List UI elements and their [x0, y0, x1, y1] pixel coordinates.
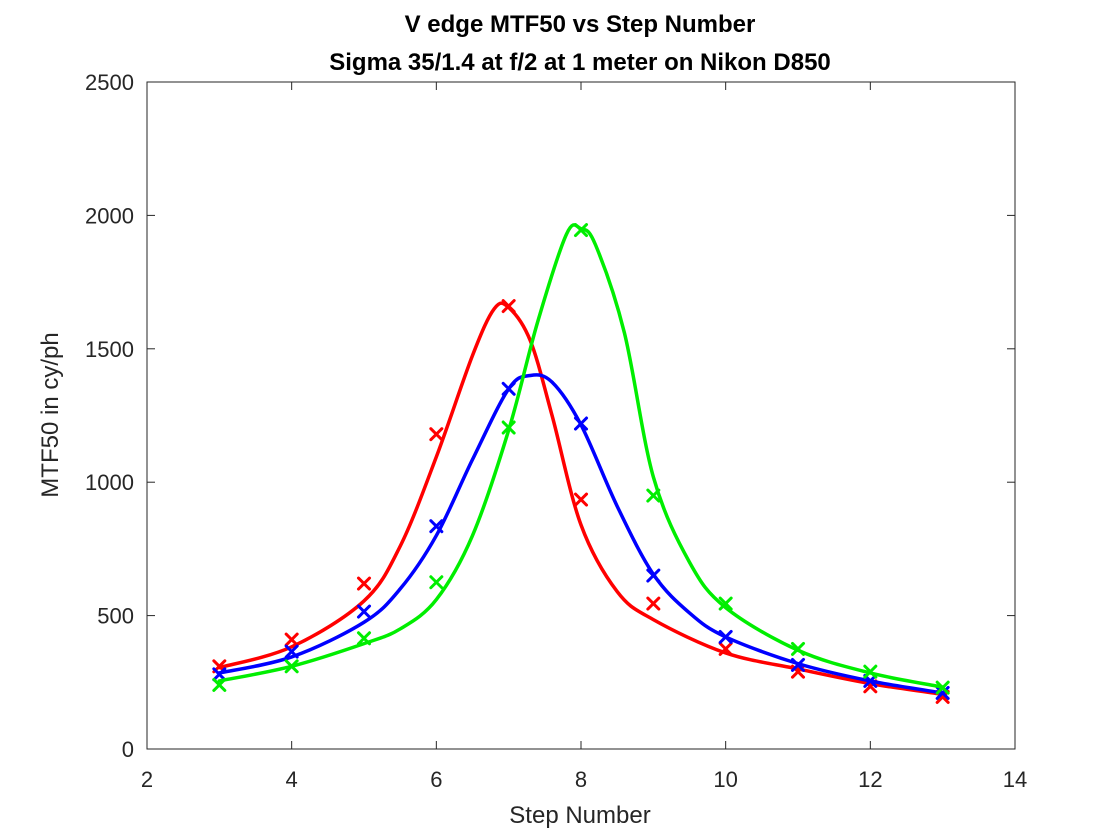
data-point-marker [863, 664, 878, 679]
y-tick-label: 0 [122, 737, 134, 762]
chart-title: V edge MTF50 vs Step Number [405, 11, 756, 38]
data-point-marker [284, 632, 299, 647]
y-tick-label: 1500 [85, 337, 134, 362]
x-axis: 2 4 6 8 10 12 14 [141, 82, 1027, 792]
data-point-marker [501, 381, 516, 396]
data-point-marker [501, 420, 516, 435]
data-point-marker [791, 657, 805, 672]
data-point-marker [357, 631, 371, 646]
x-tick-label: 8 [575, 767, 587, 792]
x-tick-label: 4 [286, 767, 298, 792]
y-axis: 0 500 1000 1500 2000 2500 [85, 70, 1015, 762]
y-tick-label: 500 [97, 604, 134, 629]
y-tick-label: 1000 [85, 470, 134, 495]
data-point-marker [646, 596, 661, 611]
x-tick-label: 6 [430, 767, 442, 792]
x-tick-label: 2 [141, 767, 153, 792]
data-point-marker [718, 596, 733, 611]
plot-area [146, 81, 1016, 750]
data-point-marker [284, 644, 299, 659]
series-1 [212, 373, 950, 700]
series-2 [212, 223, 950, 695]
data-point-marker [646, 568, 661, 583]
y-tick-label: 2500 [85, 70, 134, 95]
chart-subtitle: Sigma 35/1.4 at f/2 at 1 meter on Nikon … [329, 49, 831, 76]
data-point-marker [935, 680, 950, 695]
data-point-marker [429, 575, 444, 590]
data-point-marker [574, 416, 588, 431]
x-axis-label: Step Number [509, 802, 650, 829]
data-point-marker [212, 667, 227, 682]
fit-curve [217, 373, 945, 695]
data-point-marker [646, 488, 661, 503]
data-point-marker [791, 641, 805, 656]
data-point-marker [429, 427, 444, 442]
x-tick-label: 14 [1003, 767, 1027, 792]
data-point-marker [574, 223, 588, 238]
data-point-marker [212, 677, 227, 692]
y-axis-label: MTF50 in cy/ph [37, 332, 64, 497]
data-point-marker [718, 629, 733, 644]
data-point-marker [357, 604, 371, 619]
y-tick-label: 2000 [85, 203, 134, 228]
x-tick-label: 12 [858, 767, 882, 792]
x-tick-label: 10 [713, 767, 737, 792]
data-point-marker [429, 519, 444, 534]
data-point-marker [357, 576, 371, 591]
data-point-marker [718, 641, 733, 656]
data-point-marker [501, 299, 516, 314]
data-point-marker [574, 492, 588, 507]
series-layer [212, 223, 950, 704]
fit-curve [217, 301, 945, 697]
data-point-marker [284, 659, 299, 674]
